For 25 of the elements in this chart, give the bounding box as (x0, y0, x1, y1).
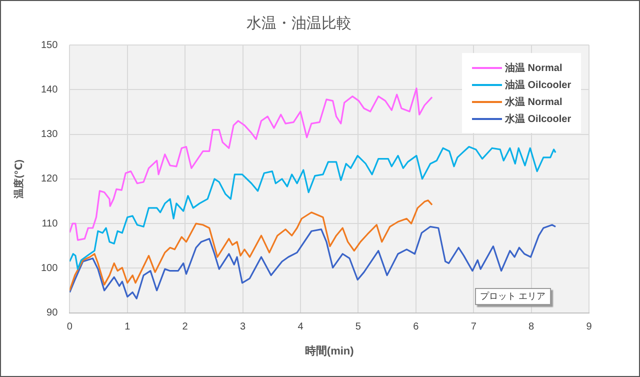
x-tick-label: 0 (66, 322, 73, 333)
y-tick-label: 90 (46, 308, 58, 319)
legend-label: 油温 Normal (505, 62, 562, 74)
x-tick-label: 2 (182, 322, 188, 333)
annotation: プロット エリア (475, 288, 551, 305)
x-axis-title: 時間(min) (304, 344, 354, 358)
legend-label: 水温 Normal (505, 96, 562, 108)
y-tick-label: 110 (42, 218, 58, 230)
x-tick-label: 5 (355, 322, 362, 333)
legend-label: 油温 Oilcooler (505, 78, 572, 92)
x-tick-label: 8 (528, 322, 535, 333)
x-tick-label: 9 (586, 322, 592, 333)
x-tick-label: 7 (470, 322, 477, 333)
x-tick-label: 3 (240, 322, 246, 333)
x-tick-label: 1 (124, 322, 131, 333)
y-tick-label: 140 (40, 84, 58, 96)
y-tick-label: 100 (40, 262, 58, 274)
y-tick-label: 120 (40, 174, 58, 185)
legend-label: 水温 Oilcooler (505, 112, 572, 126)
x-tick-label: 4 (298, 322, 304, 333)
y-tick-label: 130 (40, 129, 58, 140)
y-tick-label: 150 (40, 40, 58, 51)
x-tick-label: 6 (413, 322, 420, 333)
chart-title: 水温・油温比較 (246, 15, 352, 32)
y-axis-title: 温度(℃) (12, 160, 25, 200)
